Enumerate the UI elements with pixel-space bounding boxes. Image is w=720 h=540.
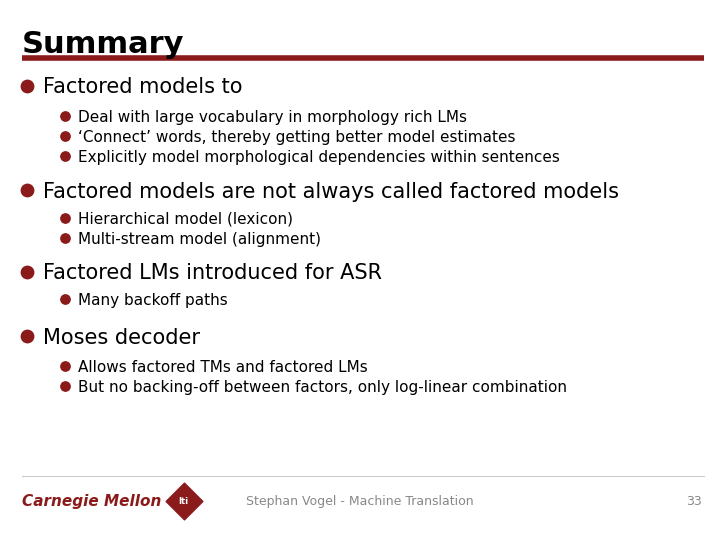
Text: Multi-stream model (alignment): Multi-stream model (alignment) <box>78 232 321 247</box>
Text: lti: lti <box>179 497 189 505</box>
Point <box>59 233 71 242</box>
Point <box>59 132 71 140</box>
Text: But no backing-off between factors, only log-linear combination: But no backing-off between factors, only… <box>78 380 567 395</box>
Text: Factored models are not always called factored models: Factored models are not always called fa… <box>43 181 619 202</box>
Point <box>21 332 32 340</box>
Text: Carnegie Mellon: Carnegie Mellon <box>22 494 161 509</box>
Point <box>21 82 32 90</box>
Text: ‘Connect’ words, thereby getting better model estimates: ‘Connect’ words, thereby getting better … <box>78 130 516 145</box>
Text: Explicitly model morphological dependencies within sentences: Explicitly model morphological dependenc… <box>78 150 559 165</box>
Point <box>59 362 71 370</box>
Text: Deal with large vocabulary in morphology rich LMs: Deal with large vocabulary in morphology… <box>78 110 467 125</box>
Point <box>21 186 32 194</box>
Text: Stephan Vogel - Machine Translation: Stephan Vogel - Machine Translation <box>246 495 474 508</box>
Text: 33: 33 <box>686 495 702 508</box>
Text: Hierarchical model (lexicon): Hierarchical model (lexicon) <box>78 212 293 227</box>
Point <box>178 497 189 505</box>
Point <box>59 382 71 390</box>
Text: Factored models to: Factored models to <box>43 77 243 98</box>
Text: Moses decoder: Moses decoder <box>43 327 200 348</box>
Point <box>59 213 71 222</box>
Text: Factored LMs introduced for ASR: Factored LMs introduced for ASR <box>43 263 382 284</box>
Text: Allows factored TMs and factored LMs: Allows factored TMs and factored LMs <box>78 360 367 375</box>
Point <box>59 112 71 120</box>
Point <box>59 152 71 160</box>
Point <box>59 295 71 303</box>
Text: Summary: Summary <box>22 30 184 59</box>
Text: Many backoff paths: Many backoff paths <box>78 293 228 308</box>
Point <box>21 267 32 276</box>
